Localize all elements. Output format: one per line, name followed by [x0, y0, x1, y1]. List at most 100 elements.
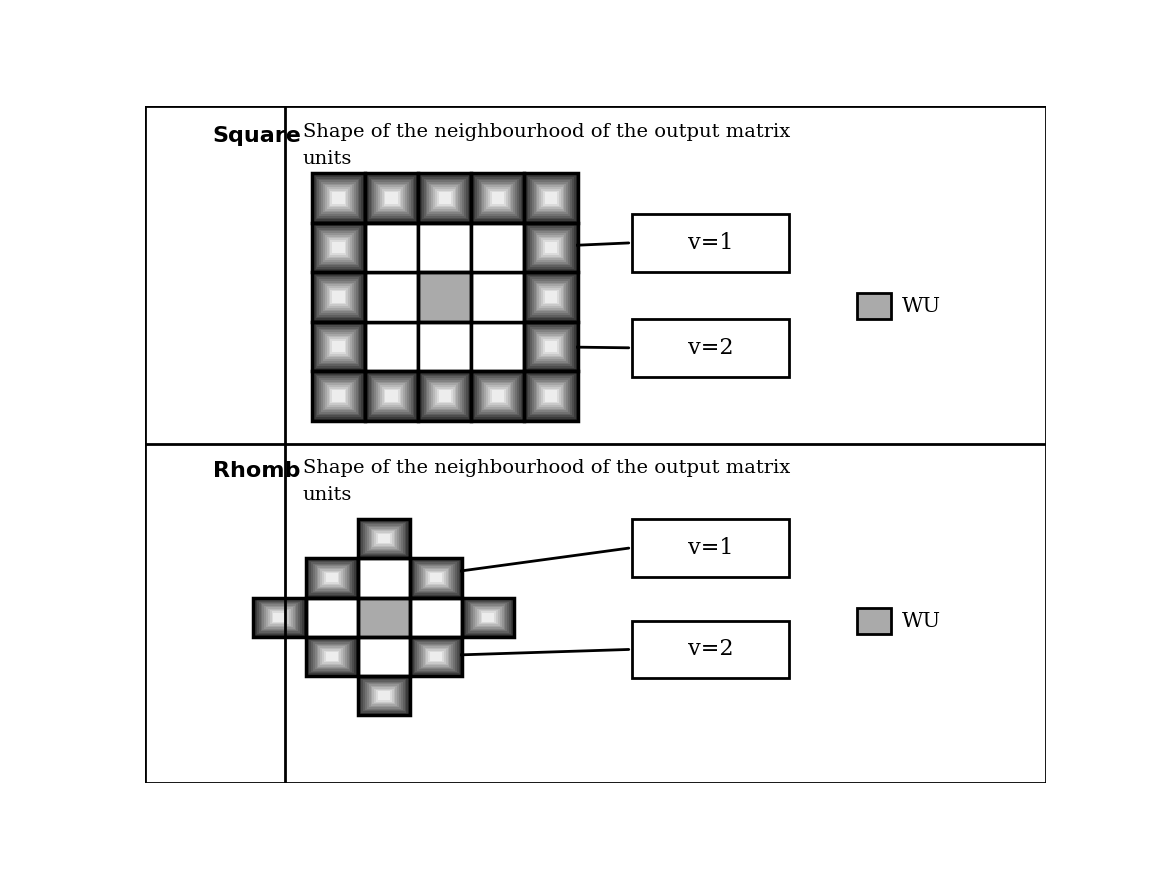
Bar: [311, 641, 352, 672]
Bar: [537, 235, 565, 260]
Bar: [632, 214, 789, 272]
Bar: [418, 272, 472, 322]
Bar: [425, 180, 464, 216]
Bar: [536, 184, 566, 212]
Bar: [476, 609, 500, 626]
Bar: [488, 387, 508, 405]
Bar: [488, 189, 508, 208]
Bar: [318, 647, 345, 666]
Bar: [492, 193, 504, 204]
Bar: [418, 371, 472, 421]
Bar: [365, 173, 418, 223]
Bar: [422, 177, 467, 219]
Bar: [264, 605, 295, 628]
Bar: [321, 231, 356, 264]
Bar: [481, 612, 496, 623]
Bar: [410, 558, 462, 598]
Bar: [325, 334, 352, 359]
Bar: [543, 339, 559, 354]
Bar: [541, 189, 561, 208]
Bar: [263, 605, 296, 630]
Bar: [530, 327, 572, 366]
Bar: [541, 337, 561, 356]
Bar: [368, 685, 399, 708]
Bar: [419, 175, 469, 221]
Bar: [545, 193, 557, 204]
Bar: [418, 322, 472, 371]
Bar: [479, 180, 517, 216]
Bar: [380, 187, 403, 209]
Bar: [490, 389, 505, 403]
Bar: [324, 650, 339, 663]
Bar: [311, 371, 365, 421]
Bar: [323, 233, 353, 262]
Bar: [309, 561, 354, 595]
Bar: [320, 378, 358, 414]
Bar: [537, 186, 565, 210]
Bar: [306, 558, 358, 598]
Bar: [268, 609, 290, 626]
Bar: [416, 562, 457, 593]
Bar: [532, 378, 571, 414]
Bar: [545, 242, 557, 253]
Bar: [524, 371, 578, 421]
Bar: [539, 335, 562, 357]
Bar: [539, 187, 562, 209]
Bar: [372, 530, 395, 547]
Bar: [371, 179, 413, 217]
Bar: [313, 564, 351, 592]
Bar: [856, 608, 891, 634]
Bar: [321, 330, 356, 363]
Bar: [314, 324, 363, 370]
Bar: [472, 173, 524, 223]
Bar: [306, 637, 358, 676]
Bar: [423, 568, 450, 588]
Bar: [329, 189, 349, 208]
Bar: [473, 373, 523, 419]
Bar: [329, 337, 349, 356]
Bar: [368, 177, 415, 219]
Bar: [259, 602, 300, 633]
Bar: [524, 272, 578, 322]
Bar: [410, 637, 462, 676]
Bar: [257, 600, 302, 634]
Bar: [374, 688, 394, 703]
Bar: [316, 567, 346, 590]
Bar: [528, 326, 574, 368]
Bar: [365, 272, 418, 322]
Bar: [423, 647, 450, 666]
Bar: [537, 284, 565, 310]
Bar: [464, 599, 512, 635]
Bar: [429, 650, 444, 663]
Bar: [486, 187, 509, 209]
Bar: [473, 605, 503, 628]
Bar: [539, 385, 562, 407]
Bar: [410, 637, 462, 676]
Bar: [316, 375, 361, 417]
Bar: [321, 281, 356, 313]
Bar: [321, 380, 356, 412]
Bar: [325, 574, 338, 583]
Bar: [371, 686, 397, 706]
Bar: [316, 226, 361, 268]
Bar: [273, 612, 286, 621]
Bar: [481, 182, 515, 214]
Bar: [524, 322, 578, 371]
Bar: [419, 565, 453, 590]
Bar: [468, 602, 509, 633]
Bar: [371, 529, 397, 548]
Bar: [428, 182, 462, 214]
Bar: [365, 322, 418, 371]
Bar: [429, 382, 460, 410]
Bar: [371, 377, 413, 415]
Bar: [524, 173, 578, 223]
Bar: [311, 173, 365, 223]
Bar: [536, 282, 566, 312]
Bar: [376, 184, 407, 212]
Bar: [316, 177, 361, 219]
Bar: [410, 598, 462, 637]
Bar: [374, 380, 409, 412]
Bar: [418, 173, 472, 223]
Bar: [316, 326, 361, 368]
Bar: [253, 598, 306, 637]
